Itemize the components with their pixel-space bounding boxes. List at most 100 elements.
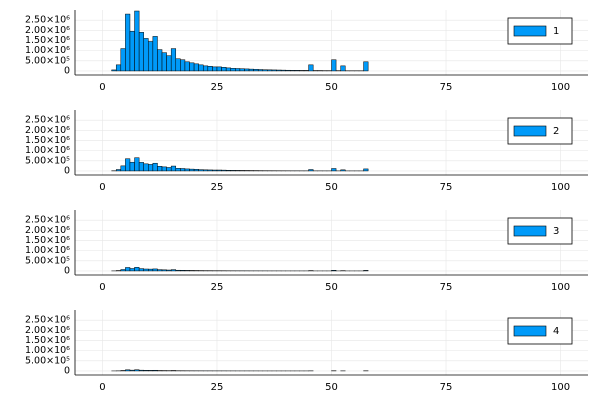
y-tick-label: 2.00×10⁶ <box>25 125 70 136</box>
y-tick-label: 2.00×10⁶ <box>25 225 70 236</box>
x-tick-label: 100 <box>551 182 570 193</box>
bar <box>257 69 264 72</box>
bar <box>253 69 259 72</box>
legend-swatch <box>513 225 547 237</box>
bar <box>193 63 199 72</box>
bar <box>184 61 190 72</box>
bar <box>239 68 245 72</box>
bar <box>129 369 135 372</box>
bar <box>170 165 177 172</box>
bar <box>161 269 167 272</box>
bar <box>180 59 186 72</box>
bar <box>152 162 158 172</box>
bar <box>120 48 126 72</box>
y-tick-label: 0 <box>64 165 70 176</box>
bar <box>308 64 314 72</box>
bar <box>290 70 296 72</box>
bar <box>115 64 122 72</box>
y-tick-label: 2.50×10⁶ <box>25 15 70 26</box>
y-tick-label: 0 <box>64 265 70 276</box>
bar <box>166 55 172 72</box>
bar <box>308 169 314 172</box>
legend-label: 3 <box>553 226 559 237</box>
bar <box>170 48 177 72</box>
y-tick-label: 1.50×10⁶ <box>25 235 70 246</box>
bar <box>294 70 300 72</box>
bar <box>331 59 337 72</box>
x-tick-label: 0 <box>99 82 105 93</box>
bar <box>230 170 236 172</box>
legend-label: 4 <box>553 326 559 337</box>
bar <box>175 168 181 172</box>
x-tick-label: 25 <box>211 282 224 293</box>
bar <box>193 169 199 172</box>
y-tick-label: 1.00×10⁶ <box>25 45 70 56</box>
legend-swatch <box>513 125 547 137</box>
bar <box>125 158 131 172</box>
bar <box>152 268 158 272</box>
bar <box>138 369 144 372</box>
bar <box>184 168 190 172</box>
bar <box>143 268 149 272</box>
bar <box>134 369 140 372</box>
y-tick-label: 2.50×10⁶ <box>25 315 70 326</box>
bar <box>148 268 154 272</box>
x-tick-label: 100 <box>551 282 570 293</box>
y-tick-label: 5.00×10⁵ <box>25 155 70 166</box>
bar <box>212 169 218 172</box>
bar <box>203 65 209 72</box>
legend-label: 1 <box>553 26 559 37</box>
bar <box>129 161 135 172</box>
x-tick-label: 75 <box>440 82 453 93</box>
x-tick-label: 50 <box>325 182 338 193</box>
y-tick-label: 5.00×10⁵ <box>25 355 70 366</box>
bar <box>180 168 186 172</box>
bar <box>170 269 177 272</box>
legend-swatch <box>513 325 547 337</box>
bar <box>363 61 369 72</box>
bar <box>129 31 135 72</box>
y-tick-label: 2.50×10⁶ <box>25 215 70 226</box>
bar <box>129 268 135 272</box>
x-tick-label: 25 <box>211 182 224 193</box>
bar <box>276 69 282 72</box>
bar <box>248 68 254 72</box>
bar <box>225 67 231 72</box>
y-tick-label: 2.00×10⁶ <box>25 325 70 336</box>
y-tick-label: 1.00×10⁶ <box>25 345 70 356</box>
bar <box>267 69 273 72</box>
x-tick-label: 50 <box>325 82 338 93</box>
x-tick-label: 100 <box>551 82 570 93</box>
bar <box>180 270 186 272</box>
bar <box>340 169 346 172</box>
bar <box>221 67 227 72</box>
bar <box>221 169 227 172</box>
bar <box>115 169 122 172</box>
bar <box>125 13 131 72</box>
y-tick-label: 2.50×10⁶ <box>25 115 70 126</box>
bar <box>331 270 337 272</box>
legend-label: 2 <box>553 126 559 137</box>
bar <box>212 66 218 72</box>
bar <box>148 370 154 372</box>
bar <box>198 169 204 172</box>
y-tick-label: 5.00×10⁵ <box>25 55 70 66</box>
bar <box>340 65 346 72</box>
bar <box>143 370 149 372</box>
bar <box>280 69 286 72</box>
bar <box>363 168 369 172</box>
y-tick-label: 2.00×10⁶ <box>25 25 70 36</box>
bar <box>207 66 213 72</box>
bar <box>138 162 144 172</box>
x-tick-label: 100 <box>551 382 570 393</box>
bar <box>216 66 222 72</box>
x-tick-label: 25 <box>211 382 224 393</box>
bar <box>216 169 222 172</box>
x-tick-label: 75 <box>440 382 453 393</box>
bar <box>235 170 241 172</box>
bar <box>111 69 117 72</box>
x-tick-label: 0 <box>99 282 105 293</box>
bar <box>175 269 181 272</box>
bar <box>166 167 172 172</box>
